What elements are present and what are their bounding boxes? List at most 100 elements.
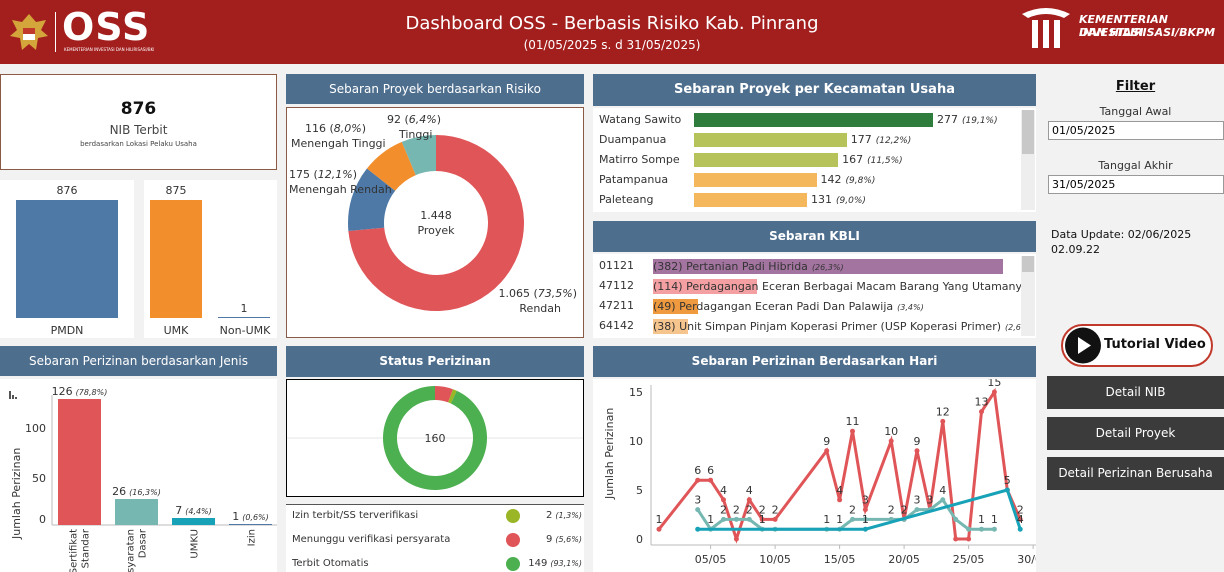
jenis-bar-3[interactable] [229, 524, 272, 525]
pmdn-card[interactable]: 876 PMDN [0, 180, 134, 338]
play-icon [1064, 327, 1102, 364]
hari-point[interactable] [966, 527, 971, 532]
hari-point-label: 4 [1017, 513, 1024, 526]
jenis-bar-0[interactable] [58, 399, 101, 525]
jenis-y-tick-0: 0 [39, 513, 46, 526]
status-legend-value: 9 (5,6%) [526, 534, 582, 545]
jenis-bar-2[interactable] [172, 518, 215, 525]
kecamatan-bar[interactable] [694, 113, 933, 127]
hari-point-label: 1 [759, 513, 766, 526]
hari-point[interactable] [695, 527, 700, 532]
hari-x-tick-2: 15/05 [824, 553, 856, 566]
start-date-input[interactable]: 01/05/2025 [1048, 121, 1224, 140]
hari-point[interactable] [979, 409, 984, 414]
hari-point[interactable] [863, 507, 868, 512]
hari-point-label: 1 [991, 513, 998, 526]
hari-point[interactable] [850, 517, 855, 522]
kbli-label: (114) Perdagangan Eceran Berbagai Macam … [653, 280, 1021, 293]
hari-point[interactable] [953, 517, 958, 522]
detail-proyek-button[interactable]: Detail Proyek [1047, 417, 1224, 450]
kecamatan-scrollbar[interactable] [1021, 110, 1035, 210]
hari-point[interactable] [940, 497, 945, 502]
jenis-x-label-line2: Dasar [138, 528, 149, 558]
hari-point[interactable] [889, 439, 894, 444]
jenis-bar-1[interactable] [115, 499, 158, 525]
risk-label-menengah-tinggi: Menengah Tinggi [291, 137, 386, 150]
detail-perizinan-button[interactable]: Detail Perizinan Berusaha [1047, 457, 1224, 490]
ministry-line-2: DAN HILIRISASI/BKPM [1079, 26, 1215, 39]
nib-sublabel: berdasarkan Lokasi Pelaku Usaha [1, 140, 276, 148]
pmdn-bar[interactable] [16, 200, 118, 318]
hari-point[interactable] [721, 497, 726, 502]
hari-point[interactable] [979, 527, 984, 532]
kecamatan-bar[interactable] [694, 133, 847, 147]
hari-point[interactable] [734, 517, 739, 522]
hari-point[interactable] [657, 527, 662, 532]
hari-point[interactable] [695, 478, 700, 483]
hari-point[interactable] [1018, 527, 1023, 532]
hari-point[interactable] [824, 448, 829, 453]
kecamatan-name: Watang Sawito [599, 113, 694, 126]
hari-point[interactable] [1005, 488, 1010, 493]
kecamatan-bar[interactable] [694, 193, 807, 207]
detail-nib-button[interactable]: Detail NIB [1047, 376, 1224, 409]
hari-point-label: 2 [733, 503, 740, 516]
hari-point[interactable] [773, 517, 778, 522]
risk-center-label: Proyek [417, 224, 455, 237]
umk-label: UMK [150, 324, 202, 337]
hari-point[interactable] [837, 497, 842, 502]
nib-card[interactable]: 876 NIB Terbit berdasarkan Lokasi Pelaku… [0, 74, 277, 170]
hari-point[interactable] [940, 419, 945, 424]
hari-point[interactable] [863, 527, 868, 532]
kecamatan-bar[interactable] [694, 173, 817, 187]
kecamatan-scroll-thumb[interactable] [1022, 110, 1034, 154]
kecamatan-value: 277 (19,1%) [937, 113, 998, 126]
status-legend-value: 2 (1,3%) [526, 510, 582, 521]
end-date-input[interactable]: 31/05/2025 [1048, 175, 1224, 194]
hari-point[interactable] [992, 527, 997, 532]
kbli-panel: 01121 (382) Pertanian Padi Hibrida (26,3%)… [593, 254, 1036, 338]
kbli-scrollbar[interactable] [1021, 256, 1035, 336]
status-panel: 160 [286, 379, 584, 497]
status-donut-chart: 160 [287, 380, 583, 496]
hari-point-label: 4 [746, 484, 753, 497]
kbli-code: 47112 [599, 279, 649, 292]
jenis-y-tick-50: 50 [32, 472, 46, 485]
hari-point-label: 1 [656, 513, 663, 526]
hari-point[interactable] [915, 507, 920, 512]
kbli-scroll-thumb[interactable] [1022, 256, 1034, 272]
status-legend-dot[interactable] [506, 557, 520, 571]
risk-panel-title: Sebaran Proyek berdasarkan Risiko [286, 74, 584, 104]
status-legend-dot[interactable] [506, 533, 520, 547]
hari-point[interactable] [992, 390, 997, 395]
jenis-x-label-line2: Standar [81, 528, 92, 568]
hari-point-label: 5 [1004, 474, 1011, 487]
kecamatan-bar[interactable] [694, 153, 838, 167]
hari-point-label: 1 [823, 513, 830, 526]
hari-point[interactable] [734, 537, 739, 542]
hari-point[interactable] [721, 517, 726, 522]
nib-value: 876 [1, 99, 276, 119]
hari-point[interactable] [850, 429, 855, 434]
chart-menu-icon[interactable] [9, 391, 17, 399]
hari-point[interactable] [966, 537, 971, 542]
hari-point-label: 1 [862, 513, 869, 526]
umk-bar[interactable] [150, 200, 202, 318]
umk-card[interactable]: 875 UMK 1 Non-UMK [144, 180, 277, 338]
kecamatan-name: Patampanua [599, 173, 694, 186]
hari-point[interactable] [747, 517, 752, 522]
hari-point[interactable] [695, 507, 700, 512]
hari-point-label: 3 [914, 494, 921, 507]
hari-point-label: 6 [694, 464, 701, 477]
tutorial-video-button[interactable]: Tutorial Video [1061, 324, 1213, 367]
hari-point[interactable] [915, 448, 920, 453]
jenis-panel: Jumlah Perizinan 0 50 100 126 (78,8%) Sert… [0, 379, 277, 572]
hari-point[interactable] [708, 478, 713, 483]
hari-x-tick-1: 10/05 [759, 553, 791, 566]
status-legend-dot[interactable] [506, 509, 520, 523]
hari-point[interactable] [747, 497, 752, 502]
jenis-panel-title: Sebaran Perizinan berdasarkan Jenis [0, 346, 277, 376]
non-umk-bar[interactable] [218, 317, 270, 318]
hari-point[interactable] [953, 537, 958, 542]
hari-x-tick-4: 25/05 [953, 553, 985, 566]
